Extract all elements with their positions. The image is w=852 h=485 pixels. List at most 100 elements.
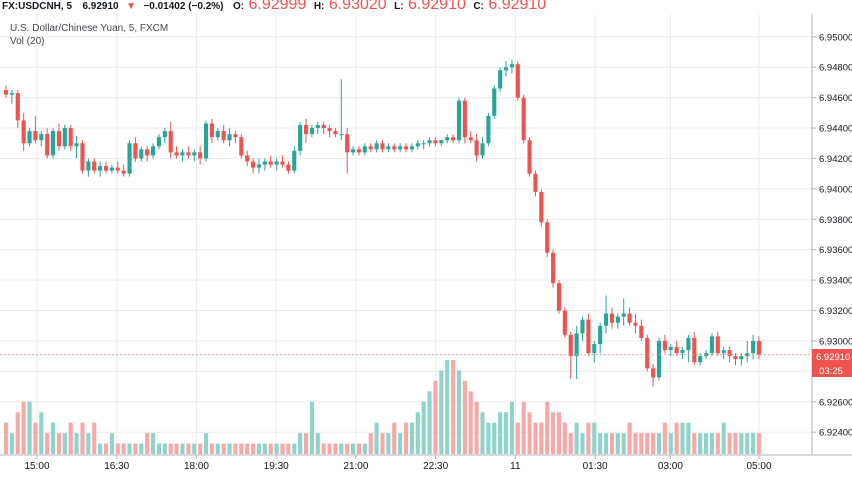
high-label: H: bbox=[314, 1, 325, 12]
candle bbox=[551, 249, 556, 288]
candle-body bbox=[327, 128, 332, 132]
candle-body bbox=[51, 131, 56, 156]
candle-body bbox=[474, 140, 479, 156]
volume-bar bbox=[692, 433, 697, 454]
candle-body bbox=[315, 125, 320, 129]
symbol-name[interactable]: FX:USDCNH, 5 bbox=[2, 1, 72, 12]
volume-bar bbox=[198, 443, 203, 454]
volume-bar bbox=[221, 443, 226, 454]
price-tick-label: 6.92600 bbox=[819, 397, 852, 408]
candle-body bbox=[56, 131, 62, 147]
volume-bar bbox=[486, 422, 491, 454]
candle bbox=[627, 307, 632, 326]
candle bbox=[27, 128, 32, 147]
candle bbox=[568, 331, 573, 379]
price-tick-label: 6.94400 bbox=[819, 124, 852, 135]
candle-body bbox=[592, 343, 597, 354]
candle bbox=[698, 353, 703, 366]
candle-body bbox=[162, 131, 167, 138]
volume-bar bbox=[509, 401, 514, 454]
candle bbox=[503, 61, 509, 77]
candle bbox=[3, 85, 9, 98]
open-label: O: bbox=[233, 1, 244, 12]
price-tick-label: 6.94200 bbox=[819, 154, 852, 165]
candle bbox=[486, 112, 491, 147]
candle-body bbox=[133, 143, 138, 159]
candle bbox=[356, 146, 362, 156]
volume-bar bbox=[492, 422, 497, 454]
candle bbox=[45, 128, 50, 159]
candle-body bbox=[451, 137, 456, 141]
volume-bar bbox=[668, 433, 673, 454]
candle bbox=[492, 85, 497, 119]
volume-bar bbox=[386, 433, 391, 454]
candle bbox=[103, 161, 109, 174]
price-axis[interactable]: 6.95000 6.94800 6.94600 6.94400 6.94200 6.940… bbox=[812, 32, 852, 439]
candle bbox=[245, 150, 250, 167]
candle bbox=[321, 121, 326, 135]
candle-body bbox=[274, 161, 279, 165]
time-tick-label: 21:00 bbox=[343, 461, 368, 472]
candle bbox=[121, 164, 126, 177]
candle bbox=[592, 340, 597, 363]
candle bbox=[674, 340, 679, 357]
candle-body bbox=[280, 161, 285, 165]
low-label: L: bbox=[394, 1, 403, 12]
candle bbox=[145, 146, 150, 162]
volume-bar bbox=[256, 443, 262, 454]
volume-bar bbox=[474, 401, 479, 454]
candle-body bbox=[198, 152, 203, 159]
candle-body bbox=[380, 143, 385, 150]
candle bbox=[174, 146, 179, 159]
volume-bar bbox=[380, 433, 385, 454]
candle bbox=[686, 334, 691, 363]
candle bbox=[80, 140, 85, 174]
candle-body bbox=[703, 353, 709, 357]
candle bbox=[162, 128, 167, 144]
candle-body bbox=[415, 143, 420, 147]
candle-body bbox=[680, 350, 685, 354]
candle bbox=[315, 121, 320, 135]
candle-body bbox=[262, 161, 267, 165]
candle-body bbox=[556, 283, 562, 311]
candle bbox=[480, 137, 485, 159]
candle bbox=[239, 134, 244, 159]
candle bbox=[427, 137, 432, 147]
volume-bar bbox=[15, 412, 20, 454]
volume-bar bbox=[598, 433, 603, 454]
volume-bar bbox=[392, 422, 397, 454]
candle bbox=[362, 143, 367, 156]
candle-body bbox=[9, 93, 14, 95]
candle bbox=[721, 347, 726, 360]
series-legend[interactable]: U.S. Dollar/Chinese Yuan, 5, FXCM bbox=[10, 23, 168, 34]
time-tick-label: 01:30 bbox=[583, 461, 608, 472]
candle bbox=[168, 121, 173, 159]
candle bbox=[468, 131, 473, 144]
high-value: 6.93020 bbox=[329, 0, 387, 13]
candle bbox=[527, 137, 532, 177]
candle-body bbox=[98, 166, 103, 171]
candle bbox=[662, 334, 667, 354]
volume-bar bbox=[539, 422, 544, 454]
candle-body bbox=[345, 134, 350, 153]
candle bbox=[298, 121, 303, 156]
volume-bar bbox=[368, 433, 373, 454]
volume-bar bbox=[133, 443, 138, 454]
volume-bar bbox=[603, 433, 609, 454]
volume-bar bbox=[315, 433, 320, 454]
candle bbox=[109, 164, 114, 174]
candle bbox=[521, 94, 526, 144]
volume-bar bbox=[127, 443, 132, 454]
volume-bar bbox=[739, 433, 744, 454]
volume-legend[interactable]: Vol (20) bbox=[10, 36, 44, 47]
candle-body bbox=[492, 88, 497, 116]
volume-bar bbox=[286, 443, 291, 454]
time-tick-label: 05:00 bbox=[746, 461, 771, 472]
candle bbox=[186, 146, 191, 159]
candle bbox=[68, 125, 73, 151]
volume-bar bbox=[362, 443, 367, 454]
time-axis[interactable]: 15:00 16:30 18:00 19:30 21:00 22:30 11 01:30 03:… bbox=[24, 455, 772, 472]
volume-bar bbox=[656, 433, 662, 454]
volume-bar bbox=[51, 422, 56, 454]
candle-body bbox=[480, 143, 485, 156]
